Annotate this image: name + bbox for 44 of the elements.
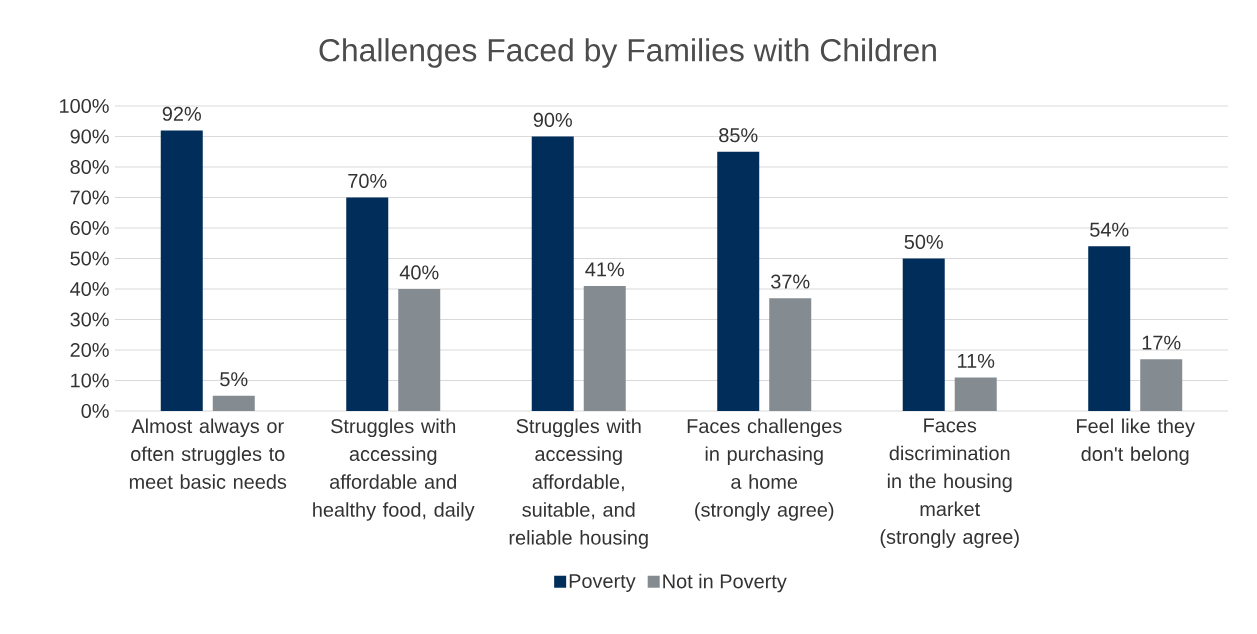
x-tick-label: Faces challenges in purchasing a home (strongly agree) [687,418,842,521]
bar [902,258,945,411]
data-label: 17% [1142,335,1181,350]
bar [212,395,255,411]
x-tick-label: Faces discrimination in the housing market (strongly agree) [880,418,1019,548]
bar [160,130,203,411]
bar [717,151,760,411]
data-label: 92% [162,106,201,121]
data-label: 85% [719,128,758,143]
bar [398,288,441,411]
y-tick-label: 50% [70,251,109,266]
y-tick-label: 100% [60,98,109,114]
y-tick-label: 0% [81,403,109,419]
y-tick-label: 90% [70,129,109,144]
data-label: 11% [958,353,995,368]
y-tick-label: 30% [70,312,109,327]
y-tick-label: 70% [70,190,109,205]
x-tick-label: Almost always or often struggles to meet basic needs [129,418,287,489]
bar [1088,246,1131,411]
bar [583,285,626,411]
data-label: 40% [399,265,439,280]
bar [1140,359,1183,411]
data-label: 90% [533,112,572,127]
y-tick-label: 20% [70,342,109,358]
bar [769,298,812,411]
y-tick-label: 40% [70,281,109,297]
chart-title: Challenges Faced by Families with Children [319,38,936,68]
bar [954,377,997,411]
bar [346,197,389,411]
data-label: 5% [220,372,248,387]
data-label: 70% [348,173,387,188]
x-tick-label: Struggles with accessing affordable and healthy food, daily [313,418,475,521]
data-label: 54% [1090,222,1129,237]
data-label: 37% [771,274,810,289]
legend-label: Not in Poverty [663,573,787,593]
legend-label: Poverty [569,574,636,592]
y-tick-label: 10% [71,373,109,388]
x-tick-label: Feel like they don't belong [1077,418,1195,465]
bar [531,136,574,411]
data-label: 50% [904,234,943,249]
y-tick-label: 60% [70,220,109,236]
data-label: 41% [585,262,624,277]
x-tick-label: Struggles with accessing affordable, suitable, and reliable housing [509,418,648,549]
y-tick-label: 80% [70,159,109,175]
